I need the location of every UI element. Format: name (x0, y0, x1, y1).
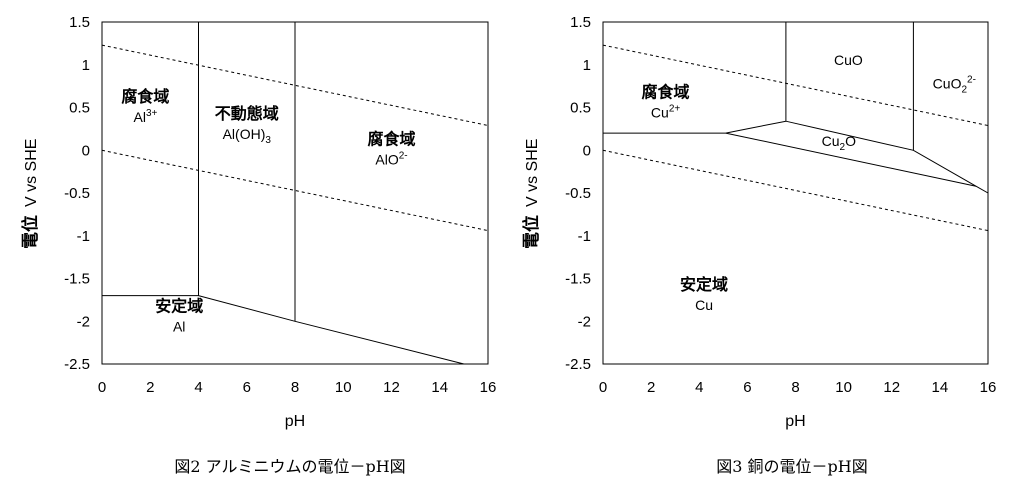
y-tick-label: 1.5 (570, 14, 591, 31)
x-axis-title: pH (785, 413, 805, 430)
water-stability-line (602, 149, 989, 232)
phase-boundary-line (198, 295, 465, 365)
x-tick-label: 2 (146, 379, 154, 396)
x-tick-label: 16 (980, 379, 997, 396)
y-tick-label: -1.5 (64, 271, 90, 288)
x-tick-label: 16 (480, 379, 497, 396)
figure-caption: 図3 銅の電位－pH図 (716, 457, 867, 476)
figure-caption: 図2 アルミニウムの電位－pH図 (174, 457, 405, 476)
species-label: Al(OH)3 (223, 126, 272, 146)
species-formula: Al(OH) (223, 126, 266, 142)
species-formula: AlO (375, 152, 398, 168)
x-tick-label: 4 (695, 379, 703, 396)
species-label: CuO (834, 52, 863, 68)
x-tick-label: 14 (932, 379, 949, 396)
x-tick-label: 6 (743, 379, 751, 396)
x-tick-label: 8 (791, 379, 799, 396)
x-tick-label: 10 (835, 379, 852, 396)
plot-frame (602, 21, 989, 365)
species-formula: Cu (695, 297, 713, 313)
y-tick-label: -2 (578, 313, 591, 330)
species-label: Cu (695, 297, 713, 313)
y-tick-label: -2 (77, 313, 90, 330)
x-axis-title: pH (285, 413, 305, 430)
x-tick-label: 0 (599, 379, 607, 396)
species-subscript: 3 (265, 135, 271, 146)
species-formula: CuO (834, 52, 863, 68)
y-tick-label: -1 (578, 228, 591, 245)
x-tick-label: 8 (291, 379, 299, 396)
region-name-label: 安定域 (680, 275, 728, 294)
y-tick-label: -0.5 (64, 185, 90, 202)
y-axis-title-main: 電位 (521, 215, 542, 249)
species-subscript: 2 (961, 85, 967, 96)
species-label: Cu2+ (651, 104, 680, 121)
species-formula: Cu (651, 105, 669, 121)
species-formula: CuO (933, 76, 962, 92)
y-tick-label: -2.5 (64, 356, 90, 373)
y-axis-title-main: 電位 (20, 215, 41, 249)
species-superscript: 3+ (146, 108, 158, 119)
phase-boundary-line (725, 120, 989, 194)
y-axis-title-unit: V vs SHE (524, 139, 541, 207)
region-name-label: 腐食域 (367, 130, 415, 149)
y-tick-label: 0.5 (570, 100, 591, 117)
species-superscript: 2- (399, 151, 408, 162)
x-tick-label: 10 (335, 379, 352, 396)
y-tick-label: 1 (82, 57, 90, 74)
x-tick-label: 14 (431, 379, 448, 396)
x-tick-label: 0 (98, 379, 106, 396)
species-label: AlO2- (375, 151, 407, 168)
y-tick-label: 0 (583, 142, 591, 159)
y-tick-label: -0.5 (565, 185, 591, 202)
x-tick-label: 6 (243, 379, 251, 396)
y-tick-label: 1.5 (69, 14, 90, 31)
y-tick-label: -1.5 (565, 271, 591, 288)
x-tick-label: 2 (647, 379, 655, 396)
species-label: Al3+ (133, 108, 157, 125)
copper-pourbaix-chart: 1.5 1 0.5 0 -0.5 -1 -1.5 -2 -2.5 0 2 4 6 8 10 12 14 16 pH 電… (521, 14, 996, 476)
phase-boundary-line (725, 132, 977, 187)
y-tick-label: -2.5 (565, 356, 591, 373)
species-superscript: 2- (967, 75, 976, 86)
species-superscript: 2+ (669, 104, 681, 115)
species-formula: Al (133, 109, 145, 125)
x-tick-label: 4 (194, 379, 202, 396)
species-formula-tail: O (845, 133, 856, 149)
region-name-label: 不動態域 (215, 104, 279, 123)
y-tick-label: 0.5 (69, 100, 90, 117)
species-label: Al (173, 318, 185, 334)
species-formula: Al (173, 318, 185, 334)
species-subscript: 2 (840, 142, 846, 153)
region-name-label: 腐食域 (642, 83, 690, 102)
y-tick-label: -1 (77, 228, 90, 245)
x-tick-label: 12 (383, 379, 400, 396)
y-tick-label: 1 (583, 57, 591, 74)
region-name-label: 安定域 (155, 296, 203, 315)
y-tick-label: 0 (82, 142, 90, 159)
species-label: Cu2O (822, 133, 856, 153)
aluminum-pourbaix-chart: 1.5 1 0.5 0 -0.5 -1 -1.5 -2 -2.5 0 2 4 6 8 10 12 14 16 pH 電… (20, 14, 496, 476)
y-axis-title-unit: V vs SHE (23, 139, 40, 207)
region-name-label: 腐食域 (121, 87, 169, 106)
y-axis-title: 電位 V vs SHE (20, 139, 41, 249)
y-axis-title: 電位 V vs SHE (521, 139, 542, 249)
species-label: CuO22- (933, 75, 976, 96)
x-tick-label: 12 (883, 379, 900, 396)
species-formula: Cu (822, 133, 840, 149)
